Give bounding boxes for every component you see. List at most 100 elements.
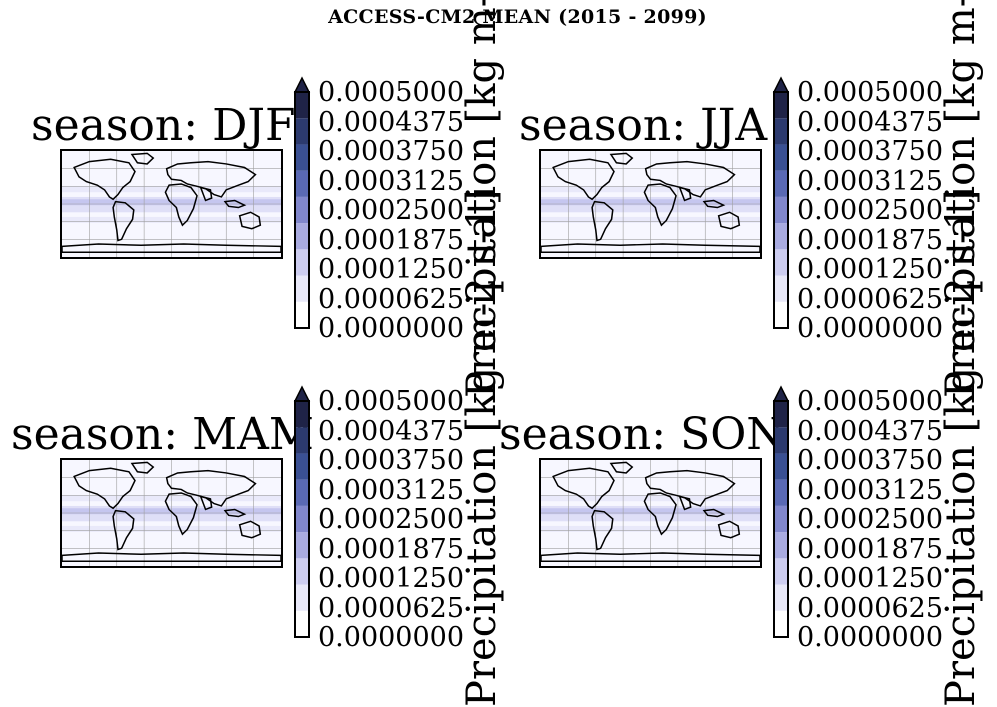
colorbar-segment bbox=[774, 223, 788, 250]
coastline bbox=[678, 186, 692, 202]
colorbar-segment bbox=[295, 427, 309, 454]
colorbar-svg bbox=[293, 385, 311, 638]
colorbar-segment bbox=[774, 301, 788, 328]
colorbar-extend-arrow bbox=[772, 76, 790, 93]
colorbar-segment bbox=[295, 479, 309, 506]
colorbar-frame bbox=[773, 91, 789, 329]
map-svg bbox=[62, 151, 281, 257]
colorbar-tick-label: 0.0001250 bbox=[797, 254, 944, 285]
colorbar bbox=[772, 76, 790, 329]
colorbar-segment bbox=[774, 584, 788, 611]
colorbar-tick-label: 0.0001875 bbox=[797, 533, 944, 565]
world-map bbox=[539, 458, 762, 568]
coastline bbox=[238, 520, 262, 539]
season-title: season: SON bbox=[499, 409, 785, 460]
coastline bbox=[643, 183, 677, 227]
colorbar-segment bbox=[774, 118, 788, 145]
colorbar-label: Precipitation [kg m-2 s-1] bbox=[938, 189, 984, 707]
colorbar-tick-label: 0.0005000 bbox=[318, 77, 465, 108]
coastline bbox=[591, 200, 614, 242]
colorbar-tick-label: 0.0004375 bbox=[318, 415, 465, 447]
coastline bbox=[164, 492, 198, 536]
coastline bbox=[644, 469, 736, 507]
colorbar bbox=[293, 385, 311, 638]
coastline bbox=[199, 495, 213, 511]
colorbar-tick-label: 0.0003750 bbox=[797, 136, 944, 167]
colorbar-segment bbox=[295, 170, 309, 197]
colorbar-tick-label: 0.0005000 bbox=[797, 77, 944, 108]
coastline bbox=[199, 186, 213, 202]
map-panel-4: season: SON 0.0000000 0.0000625 0.0001250 0… bbox=[479, 189, 984, 707]
coastline bbox=[165, 469, 257, 507]
colorbar-tick-label: 0.0000625 bbox=[797, 283, 944, 315]
colorbar-tick-label: 0.0001250 bbox=[318, 563, 465, 594]
colorbar-tick-label: 0.0003750 bbox=[797, 445, 944, 476]
colorbar-segment bbox=[774, 505, 788, 533]
colorbar-segment bbox=[295, 301, 309, 328]
colorbar-segment bbox=[774, 170, 788, 197]
coastline bbox=[702, 199, 726, 209]
colorbar-tick-label: 0.0001875 bbox=[318, 224, 465, 256]
colorbar-tick-label: 0.0004375 bbox=[797, 106, 944, 138]
map-svg bbox=[62, 460, 281, 566]
coastline bbox=[73, 467, 136, 510]
colorbar-tick-label: 0.0001250 bbox=[797, 563, 944, 594]
colorbar-tick-label: 0.0004375 bbox=[797, 415, 944, 447]
coastline bbox=[552, 467, 615, 510]
colorbar-svg bbox=[772, 76, 790, 329]
coastlines bbox=[541, 461, 760, 563]
gridlines bbox=[62, 460, 281, 566]
colorbar-tick-label: 0.0002500 bbox=[318, 195, 465, 226]
coastline bbox=[609, 461, 634, 474]
colorbar-tick-label: 0.0003750 bbox=[318, 445, 465, 476]
colorbar bbox=[772, 385, 790, 638]
colorbar-segment bbox=[774, 558, 788, 585]
coastline bbox=[130, 152, 155, 165]
season-title: season: JJA bbox=[519, 100, 768, 151]
colorbar-segment bbox=[295, 584, 309, 611]
coastline bbox=[73, 158, 136, 201]
colorbar-frame bbox=[773, 400, 789, 638]
colorbar-extend-arrow bbox=[772, 385, 790, 402]
colorbar bbox=[293, 76, 311, 329]
world-map bbox=[539, 149, 762, 259]
coastline bbox=[717, 520, 741, 539]
coastline bbox=[678, 495, 692, 511]
colorbar-tick-label: 0.0002500 bbox=[318, 504, 465, 535]
colorbar-tick-label: 0.0003125 bbox=[318, 474, 465, 506]
colorbar-svg bbox=[293, 76, 311, 329]
colorbar-segment bbox=[295, 610, 309, 637]
figure-title: ACCESS-CM2 MEAN (2015 - 2099) bbox=[328, 6, 707, 28]
colorbar-segment bbox=[295, 144, 309, 171]
colorbar-tick-label: 0.0000625 bbox=[797, 592, 944, 624]
coastlines bbox=[62, 461, 281, 563]
colorbar-tick-label: 0.0000000 bbox=[318, 313, 465, 344]
coastline bbox=[644, 160, 736, 198]
colorbar-segment bbox=[295, 532, 309, 559]
colorbar-extend-arrow bbox=[293, 76, 311, 93]
colorbar-segment bbox=[295, 249, 309, 276]
colorbar-tick-label: 0.0004375 bbox=[318, 106, 465, 138]
colorbar-segment bbox=[774, 427, 788, 454]
colorbar-segment bbox=[774, 144, 788, 171]
colorbar-segment bbox=[295, 558, 309, 585]
colorbar-tick-label: 0.0003125 bbox=[318, 165, 465, 197]
colorbar-tick-label: 0.0001875 bbox=[797, 224, 944, 256]
colorbar-tick-label: 0.0002500 bbox=[797, 195, 944, 226]
colorbar-segment bbox=[295, 92, 309, 119]
colorbar-segment bbox=[774, 275, 788, 302]
coastline bbox=[238, 211, 262, 230]
coastline bbox=[609, 152, 634, 165]
coastline bbox=[223, 508, 247, 518]
coastline bbox=[62, 552, 281, 563]
map-panel-1: season: DJF 0.0000000 0.0000625 0.0001250 0… bbox=[0, 0, 505, 398]
colorbar-segment bbox=[774, 401, 788, 428]
colorbar-tick-label: 0.0003750 bbox=[318, 136, 465, 167]
colorbar-tick-label: 0.0000000 bbox=[797, 622, 944, 653]
map-svg bbox=[541, 151, 760, 257]
coastline bbox=[112, 200, 135, 242]
coastline bbox=[164, 183, 198, 227]
colorbar-segment bbox=[295, 223, 309, 250]
coastline bbox=[591, 509, 614, 551]
colorbar-segment bbox=[774, 532, 788, 559]
